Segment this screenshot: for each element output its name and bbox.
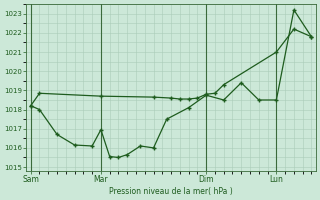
X-axis label: Pression niveau de la mer( hPa ): Pression niveau de la mer( hPa ) — [109, 187, 233, 196]
